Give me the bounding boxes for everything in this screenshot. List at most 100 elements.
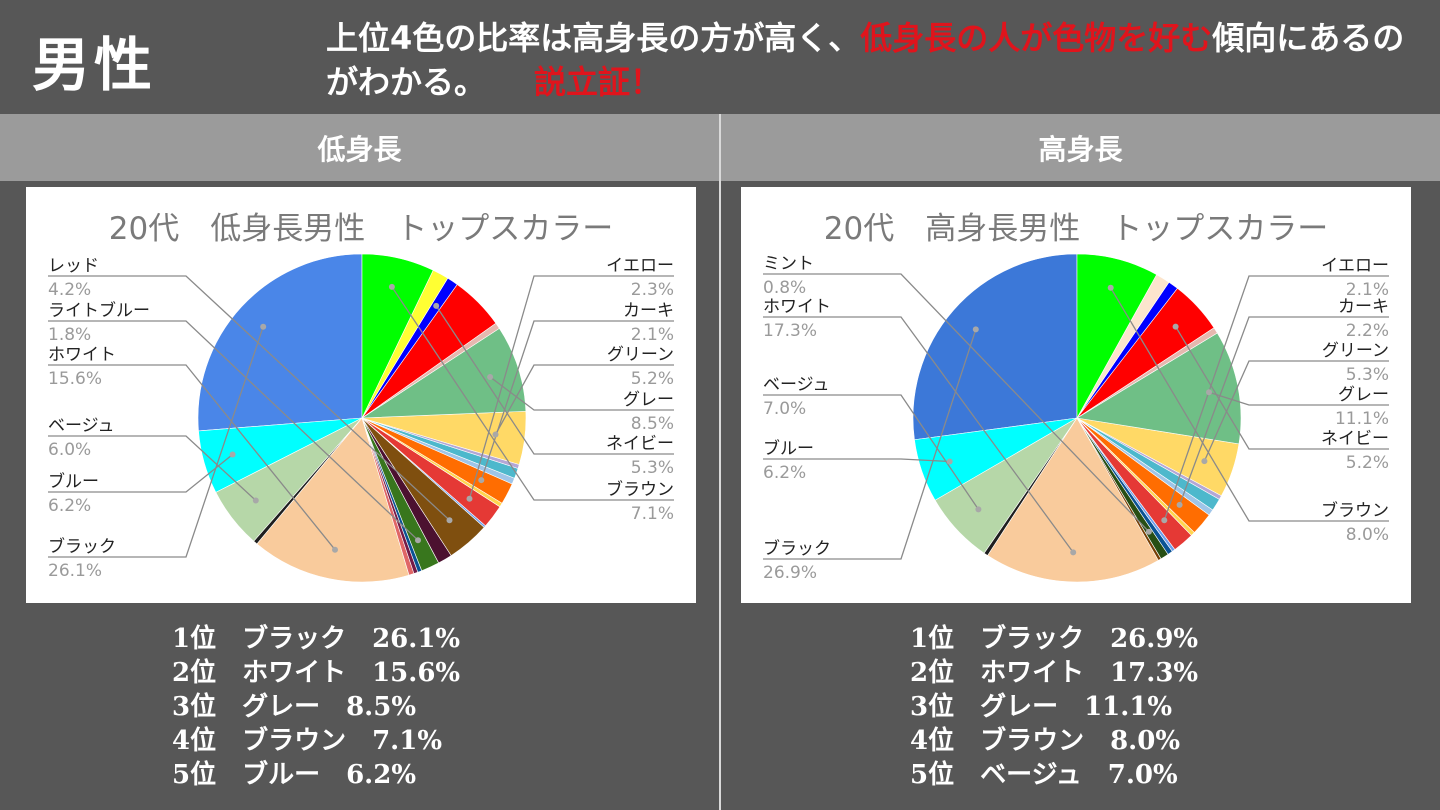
leader-dot [433, 302, 440, 309]
data-label-value: 26.1% [48, 561, 102, 581]
leader-line [48, 326, 264, 558]
pie-slice [361, 253, 434, 419]
data-label-value: 7.1% [631, 504, 674, 524]
headline-tail: 説立証！ [534, 63, 663, 101]
ranking-row: 1位 ブラック 26.9% [910, 624, 1199, 654]
data-label-name: ブラック [763, 538, 831, 559]
ranking-row: 4位 ブラウン 8.0% [910, 726, 1181, 756]
leader-line [48, 275, 450, 521]
leader-dot [415, 537, 421, 544]
leader-dot [466, 495, 473, 502]
data-label-value: 15.6% [48, 369, 102, 389]
data-label-value: 4.2% [48, 280, 91, 300]
chart-panel-right: 20代 高身長男性 トップスカラー ミント 0.8% ホワイト 17.3% ベージュ 7.… [741, 187, 1411, 603]
data-label-value: 0.8% [763, 278, 806, 298]
data-label-value: 2.1% [631, 325, 674, 345]
leader-dot [1107, 284, 1114, 291]
data-label-value: 8.5% [631, 414, 674, 434]
pie-slice [197, 253, 363, 432]
data-label-name: カーキ [1338, 297, 1389, 317]
pie-chart-right: ミント 0.8%ホワイト 17.3% ベージュ 7.0% ブルー 6.2% ブラック 26.9%… [763, 253, 1389, 583]
chart-panel-left: 20代 低身長男性 トップスカラー レッド 4.2% ライトブルー 1.8% ホワイト 1… [26, 187, 696, 603]
data-label-value: 6.2% [48, 496, 91, 516]
leader-line [391, 286, 674, 501]
leader-line [48, 320, 419, 541]
leader-dot [1172, 323, 1179, 330]
data-label-value: 5.2% [631, 369, 674, 389]
ranking-list-left: 1位 ブラック 26.1% 2位 ホワイト 15.6% 3位 グレー 8.5% … [172, 622, 460, 792]
data-label-name: ベージュ [763, 375, 829, 395]
pie-slice [987, 417, 1159, 583]
leader-line [494, 364, 674, 435]
data-label-name: ミント [763, 254, 814, 274]
data-label-value: 6.2% [763, 463, 806, 483]
data-label-name: ホワイト [763, 297, 831, 317]
leader-dot [260, 323, 267, 330]
page-title: 男性 [32, 31, 157, 99]
ranking-row: 3位 グレー 8.5% [172, 692, 417, 722]
data-label-value: 2.2% [1346, 321, 1389, 341]
ranking-row: 2位 ホワイト 15.6% [172, 658, 461, 688]
leader-dot [1070, 549, 1077, 556]
section-label-right: 高身長 [721, 114, 1440, 181]
data-label-name: イエロー [1321, 256, 1389, 276]
data-label-name: グリーン [1322, 341, 1389, 361]
data-label-name: ネイビー [1321, 429, 1389, 449]
data-label-name: ホワイト [48, 345, 116, 365]
data-label-name: グレー [1338, 385, 1389, 405]
leader-line [763, 394, 979, 510]
leader-dot [946, 458, 953, 465]
pie-slice [256, 417, 410, 583]
leader-dot [229, 451, 236, 458]
leader-dot [487, 374, 494, 380]
leader-dot [1161, 517, 1168, 524]
vertical-divider [719, 114, 721, 810]
data-label-value: 5.3% [1346, 365, 1389, 385]
pie-chart-left: レッド 4.2%ライトブルー 1.8%ホワイト 15.6% ベージュ 6.0% ブルー 6.2… [48, 253, 674, 583]
leader-line [468, 275, 674, 499]
chart-title-right: 20代 高身長男性 トップスカラー [823, 211, 1329, 247]
data-label-name: グリーン [607, 345, 674, 365]
headline-text-red: 低身長の人が色物を好む [860, 19, 1213, 57]
leader-line [763, 329, 977, 560]
leader-line [48, 364, 336, 551]
headline: 上位4色の比率は高身長の方が高く、低身長の人が色物を好む傾向にあるのがわかる。説… [326, 16, 1426, 104]
leader-line [1175, 326, 1389, 450]
leader-dot [446, 517, 453, 524]
pie-slice [1076, 253, 1157, 420]
leader-line [1163, 275, 1389, 521]
leader-dot [1201, 458, 1208, 465]
leader-line [1110, 287, 1389, 522]
data-label-value: 2.1% [1346, 280, 1389, 300]
data-label-value: 1.8% [48, 325, 91, 345]
data-label-name: ネイビー [606, 434, 674, 454]
leader-dot [388, 283, 395, 290]
pie-slice [912, 253, 1078, 441]
data-label-value: 5.3% [631, 458, 674, 478]
leader-line [763, 273, 1150, 533]
headline-text-1: 上位4色の比率は高身長の方が高く、 [326, 19, 861, 57]
ranking-list-right: 1位 ブラック 26.9% 2位 ホワイト 17.3% 3位 グレー 11.1%… [910, 622, 1198, 792]
data-label-name: ブラウン [1321, 500, 1389, 521]
chart-title-left: 20代 低身長男性 トップスカラー [108, 211, 614, 247]
leader-line [480, 320, 674, 481]
leader-dot [492, 431, 499, 438]
data-label-value: 7.0% [763, 399, 806, 419]
data-label-name: レッド [48, 256, 99, 276]
data-label-name: イエロー [606, 256, 674, 276]
leader-line [763, 316, 1074, 553]
ranking-row: 2位 ホワイト 17.3% [910, 658, 1199, 688]
leader-dot [332, 546, 338, 553]
data-label-name: ブラウン [606, 479, 674, 500]
ranking-row: 4位 ブラウン 7.1% [172, 726, 443, 756]
leader-line [489, 376, 674, 411]
leader-dot [972, 326, 979, 333]
data-label-name: ブラック [48, 536, 116, 557]
data-label-value: 11.1% [1335, 409, 1389, 429]
data-label-name: ブルー [763, 438, 814, 459]
data-label-name: ライトブルー [48, 300, 150, 321]
ranking-row: 5位 ブルー 6.2% [172, 760, 417, 790]
leader-line [1208, 391, 1389, 406]
data-label-value: 6.0% [48, 440, 91, 460]
leader-line [435, 305, 674, 455]
